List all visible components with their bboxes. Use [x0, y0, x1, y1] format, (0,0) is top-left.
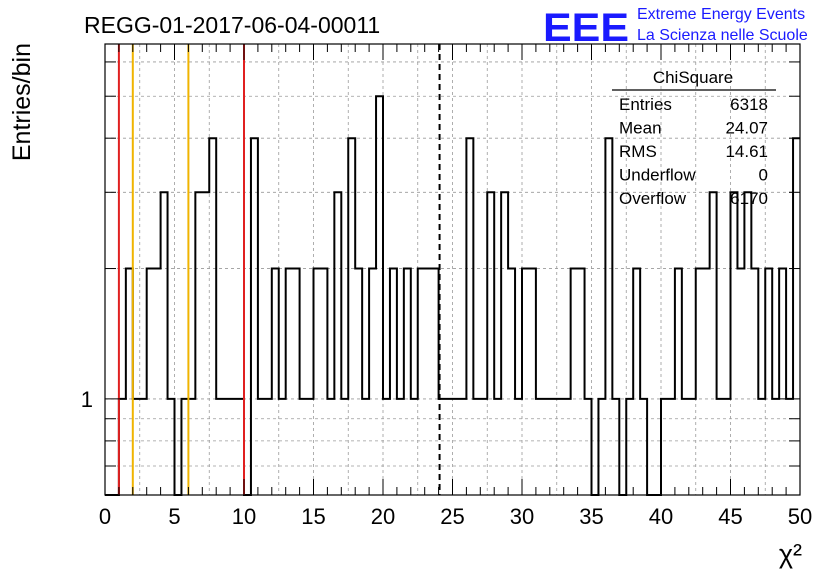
y-axis-label: Entries/bin — [8, 43, 36, 161]
stats-box-title: ChiSquare — [653, 68, 733, 87]
stats-rows: Entries 6318 Mean 24.07 RMS 14.61 Underflow 0 Ov… — [619, 95, 768, 208]
x-tick-label: 10 — [232, 504, 256, 529]
x-tick-label: 0 — [99, 504, 111, 529]
stats-row-label: RMS — [619, 142, 657, 161]
axes: 0 5 10 15 20 25 30 35 40 45 50 1 — [81, 43, 812, 529]
histogram-step-line — [105, 95, 800, 496]
stats-row-value: 14.61 — [725, 142, 768, 161]
x-tick-label: 15 — [301, 504, 325, 529]
x-axis-label: χ² — [779, 539, 802, 569]
stats-row-value: 0 — [759, 166, 768, 185]
stats-row-label: Entries — [619, 95, 672, 114]
x-tick-label: 40 — [649, 504, 673, 529]
histogram — [105, 95, 800, 496]
x-tick-label: 45 — [718, 504, 742, 529]
stats-box: ChiSquare Entries 6318 Mean 24.07 RMS 14.61 Un… — [612, 68, 776, 208]
stats-row-value: 6170 — [730, 189, 768, 208]
y-tick-label: 1 — [81, 387, 93, 412]
chart-title: REGG-01-2017-06-04-00011 — [84, 12, 380, 38]
x-tick-label: 25 — [440, 504, 464, 529]
x-tick-label: 20 — [371, 504, 395, 529]
stats-row-value: 6318 — [730, 95, 768, 114]
x-tick-label: 5 — [168, 504, 180, 529]
eee-logo: EEE — [543, 6, 629, 50]
logo-subtitle-line1: Extreme Energy Events — [637, 6, 805, 23]
x-tick-label: 30 — [510, 504, 534, 529]
stats-row-label: Underflow — [619, 166, 696, 185]
x-tick-label: 35 — [579, 504, 603, 529]
stats-row-value: 24.07 — [725, 119, 768, 138]
logo-subtitle-line2: La Scienza nelle Scuole — [637, 27, 808, 44]
reference-lines — [117, 44, 441, 495]
stats-row-label: Overflow — [619, 189, 687, 208]
stats-row-label: Mean — [619, 119, 662, 138]
x-tick-label: 50 — [788, 504, 812, 529]
